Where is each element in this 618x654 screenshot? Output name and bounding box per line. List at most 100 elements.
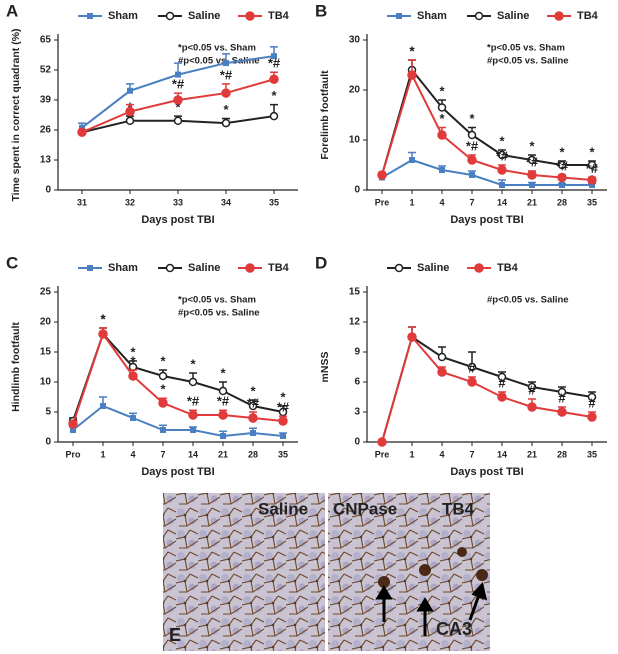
point	[158, 371, 168, 381]
point	[221, 88, 231, 98]
significance-marker: *#	[586, 161, 599, 176]
x-tick-label: 35	[278, 449, 288, 459]
legend-label: TB4	[268, 262, 290, 274]
x-tick-label: 31	[77, 197, 87, 207]
x-tick-label: 14	[497, 449, 507, 459]
y-tick-label: 0	[45, 437, 51, 448]
point	[158, 398, 168, 408]
y-tick-label: 13	[40, 155, 52, 166]
micrograph-saline	[163, 493, 325, 651]
point	[467, 377, 477, 387]
point	[467, 155, 477, 165]
significance-marker: *	[409, 43, 415, 58]
point	[70, 427, 76, 433]
point	[100, 403, 106, 409]
point	[497, 372, 507, 382]
legend-marker	[165, 263, 175, 273]
note: *p<0.05 vs. Sham	[487, 43, 565, 54]
significance-marker: *	[175, 100, 181, 115]
x-tick-label: 21	[527, 449, 537, 459]
point	[190, 427, 196, 433]
point	[437, 130, 447, 140]
legend-marker	[474, 263, 484, 273]
significance-marker: *	[529, 138, 535, 153]
x-tick-label: 1	[409, 197, 414, 207]
x-tick-label: 4	[439, 449, 444, 459]
point	[98, 329, 108, 339]
point	[248, 401, 258, 411]
point	[248, 413, 258, 423]
point	[527, 155, 537, 165]
point	[269, 74, 279, 84]
series-line	[381, 72, 593, 181]
significance-marker: *#	[268, 56, 281, 71]
point	[437, 352, 447, 362]
series-line	[381, 67, 592, 176]
panel-letter: A	[6, 1, 18, 20]
legend-marker	[394, 263, 404, 273]
x-tick-label: 21	[218, 449, 228, 459]
panel-letter: C	[6, 253, 18, 272]
y-tick-label: 20	[349, 85, 361, 96]
cell	[476, 569, 488, 581]
legend-label: Saline	[417, 262, 449, 274]
y-tick-label: 3	[354, 407, 360, 418]
x-tick-label: 7	[469, 197, 474, 207]
significance-marker: *#	[466, 138, 479, 153]
significance-marker: *#	[526, 154, 539, 169]
point	[467, 130, 477, 140]
x-tick-label: 35	[269, 197, 279, 207]
point	[587, 160, 597, 170]
label: Saline	[258, 499, 308, 518]
significance-marker: *	[499, 133, 505, 148]
point	[587, 412, 597, 422]
point	[218, 386, 228, 396]
point	[223, 60, 229, 67]
x-tick-label: 1	[409, 449, 414, 459]
x-tick-label: 32	[125, 197, 135, 207]
point	[469, 172, 475, 178]
label: TB4	[442, 499, 475, 518]
legend-label: TB4	[497, 262, 519, 274]
note: #p<0.05 vs. Saline	[487, 56, 569, 67]
legend-label: Sham	[417, 10, 447, 22]
panel-letter: D	[315, 253, 327, 272]
point	[499, 182, 505, 188]
point	[220, 433, 226, 439]
legend-marker	[396, 13, 402, 19]
panel-letter: B	[315, 1, 327, 20]
legend-label: Saline	[188, 10, 220, 22]
point	[250, 430, 256, 436]
significance-marker: *	[160, 382, 166, 397]
y-tick-label: 0	[354, 437, 360, 448]
x-tick-label: Pre	[375, 449, 390, 459]
x-axis-label: Days post TBI	[450, 214, 523, 226]
point	[68, 419, 78, 429]
x-tick-label: 4	[130, 449, 135, 459]
point	[188, 377, 198, 387]
point	[527, 382, 537, 392]
point	[587, 175, 597, 185]
legend-marker	[554, 11, 564, 21]
point	[557, 407, 567, 417]
legend-marker	[245, 263, 255, 273]
chart-panel: A 0 13 26 39 52 65 31 32 33 34 35 Days post TBI Time …	[6, 1, 298, 226]
x-tick-label: 14	[497, 197, 507, 207]
x-tick-label: 7	[469, 449, 474, 459]
y-tick-label: 15	[349, 287, 361, 298]
point	[218, 410, 228, 420]
legend-marker	[87, 265, 93, 271]
x-tick-label: 34	[221, 197, 231, 207]
y-tick-label: 52	[40, 65, 52, 76]
legend-label: Saline	[497, 10, 529, 22]
y-tick-label: 26	[40, 125, 52, 136]
legend-marker	[474, 11, 484, 21]
y-axis-label: Hindlimb footfault	[10, 322, 22, 412]
x-tick-label: 35	[587, 197, 597, 207]
point	[221, 118, 231, 128]
point	[557, 172, 567, 183]
x-axis-label: Days post TBI	[141, 466, 214, 478]
point	[188, 410, 198, 420]
significance-marker: *#	[556, 158, 569, 173]
